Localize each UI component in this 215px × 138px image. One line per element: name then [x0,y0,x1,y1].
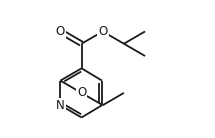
Text: O: O [98,25,107,38]
Text: O: O [56,25,65,38]
Text: N: N [56,99,65,112]
Text: O: O [77,86,86,99]
